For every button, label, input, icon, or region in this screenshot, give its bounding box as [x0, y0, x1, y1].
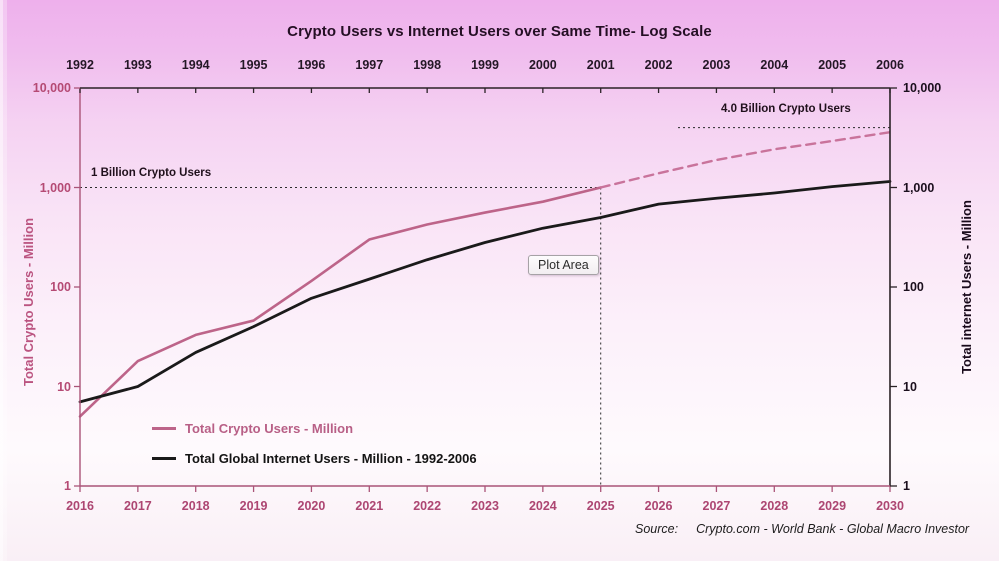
source-prefix: Source:: [635, 522, 679, 536]
x-tick-bottom-2029: 2029: [818, 499, 847, 513]
x-tick-bottom-2024: 2024: [528, 499, 557, 513]
legend-item-crypto: Total Crypto Users - Million: [152, 413, 477, 443]
y-tick-left-10: 10: [57, 379, 71, 394]
source-citation: Source: Crypto.com - World Bank - Global …: [635, 522, 969, 536]
x-tick-top-2005: 2005: [818, 58, 847, 72]
x-tick-bottom-2028: 2028: [760, 499, 789, 513]
y-tick-right-1: 1: [903, 479, 910, 493]
legend-label-crypto: Total Crypto Users - Million: [185, 420, 354, 436]
left-axis-title: Total Crypto Users - Million: [21, 217, 36, 387]
y-tick-left-10000: 10,000: [32, 81, 71, 95]
y-tick-left-1000: 1,000: [39, 180, 71, 195]
legend-item-internet: Total Global Internet Users - Million - …: [152, 443, 477, 473]
y-tick-right-100: 100: [903, 280, 924, 294]
x-tick-top-2001: 2001: [586, 58, 615, 72]
chart-title: Crypto Users vs Internet Users over Same…: [287, 23, 712, 40]
x-tick-bottom-2019: 2019: [239, 499, 268, 513]
source-text: Crypto.com - World Bank - Global Macro I…: [696, 522, 970, 536]
x-tick-top-1994: 1994: [181, 58, 210, 72]
x-tick-top-2004: 2004: [760, 58, 789, 72]
x-tick-bottom-2018: 2018: [181, 499, 210, 513]
x-tick-bottom-2016: 2016: [66, 499, 94, 513]
x-tick-top-1998: 1998: [413, 58, 442, 72]
x-tick-bottom-2020: 2020: [297, 499, 326, 513]
right-axis-title: Total internet Users - Million: [959, 200, 974, 374]
x-tick-bottom-2026: 2026: [644, 499, 673, 513]
y-tick-left-1: 1: [64, 479, 71, 493]
series-crypto-projection: [599, 130, 892, 189]
x-tick-top-2003: 2003: [702, 58, 731, 72]
x-tick-bottom-2021: 2021: [355, 499, 384, 513]
x-tick-bottom-2027: 2027: [702, 499, 731, 513]
plot-area-tooltip: Plot Area: [528, 255, 599, 275]
x-tick-bottom-2030: 2030: [876, 499, 904, 513]
series-internet-users: [78, 180, 892, 404]
x-tick-bottom-2022: 2022: [413, 499, 442, 513]
x-tick-bottom-2017: 2017: [123, 499, 152, 513]
y-tick-right-10000: 10,000: [903, 81, 942, 95]
x-tick-bottom-2023: 2023: [471, 499, 499, 513]
x-tick-top-1999: 1999: [471, 58, 499, 72]
y-tick-left-100: 100: [50, 280, 71, 294]
x-tick-top-2006: 2006: [876, 58, 904, 72]
x-tick-bottom-2025: 2025: [586, 499, 615, 513]
x-tick-top-1993: 1993: [123, 58, 152, 72]
crypto-line-swatch: [152, 426, 176, 430]
x-tick-top-1996: 1996: [297, 58, 326, 72]
legend-label-internet: Total Global Internet Users - Million - …: [185, 450, 477, 466]
x-tick-top-1997: 1997: [355, 58, 384, 72]
x-tick-top-1992: 1992: [66, 58, 94, 72]
x-tick-top-2000: 2000: [528, 58, 557, 72]
series-crypto-users: [78, 186, 603, 418]
chart-legend: Total Crypto Users - Million Total Globa…: [152, 413, 477, 473]
internet-line-swatch: [152, 456, 176, 460]
four-billion-annotation: 4.0 Billion Crypto Users: [721, 103, 851, 115]
one-billion-annotation: 1 Billion Crypto Users: [91, 167, 212, 179]
x-tick-top-2002: 2002: [644, 58, 673, 72]
y-tick-right-10: 10: [903, 379, 917, 394]
y-tick-right-1000: 1,000: [903, 180, 935, 195]
x-tick-top-1995: 1995: [239, 58, 268, 72]
